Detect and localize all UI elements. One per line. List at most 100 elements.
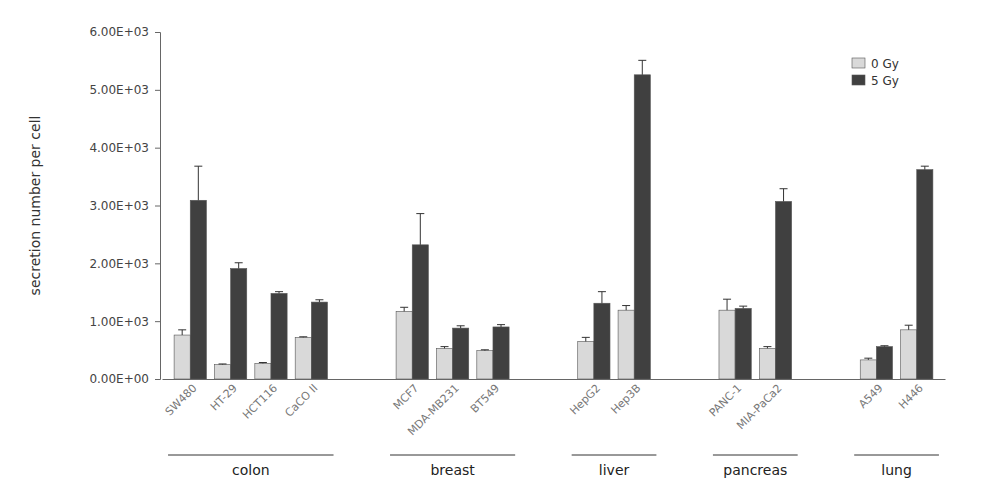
error-bar-cap bbox=[622, 305, 630, 306]
error-bar-cap bbox=[723, 299, 731, 300]
group-label: liver bbox=[599, 462, 630, 478]
group-line bbox=[713, 455, 798, 456]
legend-label: 0 Gy bbox=[871, 57, 899, 71]
legend-item: 5 Gy bbox=[852, 74, 899, 88]
bar bbox=[917, 170, 933, 379]
error-bar-cap bbox=[739, 306, 747, 307]
x-tick-label: Hep3B bbox=[608, 382, 643, 417]
error-bar-stem bbox=[585, 337, 586, 341]
error-bar-cap bbox=[219, 363, 227, 364]
x-tick-label: MIA-PaCa2 bbox=[734, 382, 784, 432]
x-tick-label: BT549 bbox=[468, 382, 502, 416]
bar bbox=[453, 328, 469, 379]
y-tick-mark bbox=[155, 148, 160, 149]
y-tick: 2.00E+03 bbox=[89, 257, 160, 271]
error-bar-stem bbox=[601, 292, 602, 304]
x-tick: HepG2 bbox=[567, 379, 603, 417]
group-label: colon bbox=[232, 462, 270, 478]
error-bar bbox=[400, 307, 408, 311]
x-tick-label: MCF7 bbox=[391, 382, 422, 413]
error-bar-stem bbox=[626, 306, 627, 311]
error-bar-stem bbox=[783, 189, 784, 202]
error-bar-stem bbox=[642, 60, 643, 74]
error-bar-cap bbox=[400, 307, 408, 308]
x-tick: Hep3B bbox=[608, 379, 643, 417]
error-bar bbox=[598, 292, 606, 304]
bar bbox=[735, 308, 751, 379]
y-tick-label: 1.00E+03 bbox=[89, 315, 149, 329]
group-line bbox=[572, 455, 657, 456]
error-bar bbox=[299, 336, 307, 338]
error-bar bbox=[416, 214, 424, 245]
bar bbox=[860, 360, 876, 379]
y-tick-mark bbox=[155, 263, 160, 264]
group-line bbox=[854, 455, 939, 456]
error-bar-stem bbox=[182, 330, 183, 335]
x-tick: H446 bbox=[896, 379, 926, 412]
x-tick-label: HT-29 bbox=[208, 382, 240, 414]
x-tick: PANC-1 bbox=[707, 379, 745, 419]
error-bar bbox=[638, 60, 646, 74]
y-tick: 6.00E+03 bbox=[89, 25, 160, 39]
y-tick-label: 4.00E+03 bbox=[89, 141, 149, 155]
error-bar-cap bbox=[921, 166, 929, 167]
error-bar bbox=[622, 306, 630, 311]
error-bar bbox=[497, 325, 505, 327]
error-bar bbox=[481, 349, 489, 351]
bar bbox=[775, 201, 791, 379]
group-label: breast bbox=[430, 462, 475, 478]
error-bar bbox=[219, 363, 227, 365]
error-bar bbox=[582, 337, 590, 341]
y-axis-line bbox=[155, 33, 161, 380]
error-bar-cap bbox=[905, 325, 913, 326]
y-axis: 0.00E+001.00E+032.00E+033.00E+034.00E+03… bbox=[89, 25, 160, 386]
error-bar-cap bbox=[598, 291, 606, 292]
error-bar-stem bbox=[924, 166, 925, 169]
x-tick: HT-29 bbox=[208, 379, 240, 413]
error-bar-stem bbox=[404, 307, 405, 311]
x-tick: A549 bbox=[856, 379, 885, 411]
x-tick-label: H446 bbox=[896, 382, 926, 412]
error-bar bbox=[275, 292, 283, 294]
bar bbox=[901, 330, 917, 379]
y-tick: 4.00E+03 bbox=[89, 141, 160, 155]
bar bbox=[174, 335, 190, 379]
bar bbox=[396, 311, 412, 379]
bar bbox=[759, 348, 775, 379]
error-bar-cap bbox=[780, 188, 788, 189]
x-tick-label: PANC-1 bbox=[707, 382, 745, 420]
chart: 0.00E+001.00E+032.00E+033.00E+034.00E+03… bbox=[0, 0, 988, 485]
legend: 0 Gy 5 Gy bbox=[852, 57, 899, 88]
error-bar-cap bbox=[864, 358, 872, 359]
y-tick-mark bbox=[155, 206, 160, 207]
y-tick: 1.00E+03 bbox=[89, 315, 160, 329]
x-axis-line bbox=[163, 379, 946, 380]
legend-item: 0 Gy bbox=[852, 57, 899, 71]
error-bar bbox=[780, 189, 788, 202]
y-tick-mark bbox=[155, 32, 160, 33]
error-bar-cap bbox=[441, 346, 449, 347]
bar bbox=[594, 303, 610, 379]
bar bbox=[271, 293, 287, 379]
error-bar bbox=[441, 347, 449, 349]
error-bar-cap bbox=[315, 299, 323, 300]
y-tick-label: 5.00E+03 bbox=[89, 83, 149, 97]
group-label: lung bbox=[881, 462, 912, 478]
error-bar-stem bbox=[198, 166, 199, 200]
bar bbox=[311, 302, 327, 379]
x-tick: CaCO II bbox=[283, 379, 321, 420]
bar bbox=[255, 363, 271, 379]
bar bbox=[493, 327, 509, 379]
x-tick: SW480 bbox=[163, 379, 200, 418]
group-labels: colon breast liver pancreas lung bbox=[168, 455, 939, 478]
bar bbox=[295, 337, 311, 379]
y-tick: 0.00E+00 bbox=[89, 372, 160, 386]
y-tick-mark bbox=[155, 321, 160, 322]
error-bar bbox=[315, 300, 323, 302]
group-label: pancreas bbox=[723, 462, 787, 478]
error-bar-cap bbox=[275, 291, 283, 292]
error-bar-cap bbox=[497, 324, 505, 325]
error-bar bbox=[864, 358, 872, 360]
y-tick-label: 2.00E+03 bbox=[89, 257, 149, 271]
error-bar bbox=[723, 299, 731, 310]
